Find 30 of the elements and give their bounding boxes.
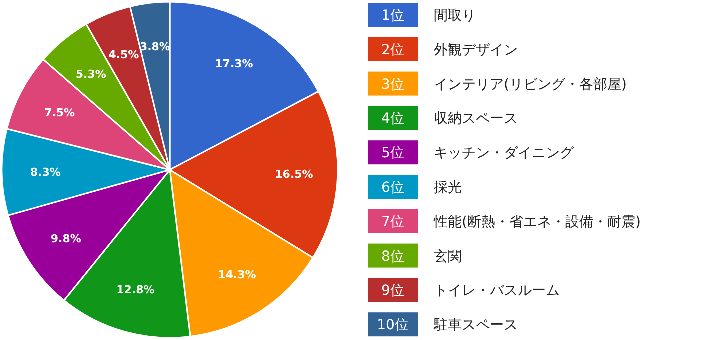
text: 3位 — [382, 76, 404, 93]
legend-label: 収納スペース — [434, 111, 518, 128]
legend-label: インテリア(リビング・各部屋) — [434, 76, 627, 93]
legend-label: トイレ・バスルーム — [434, 283, 560, 300]
text: 6位 — [382, 180, 404, 196]
legend-label: キッチン・ダイニング — [434, 146, 575, 162]
legend-label: 駐車スペース — [433, 318, 518, 334]
data-label: 3.8% — [140, 40, 170, 54]
text: 10位 — [377, 318, 409, 334]
legend-label: 性能(断熱・省エネ・設備・耐震) — [433, 214, 641, 230]
legend-label: 外観デザイン — [434, 42, 518, 58]
data-label: 5.3% — [76, 68, 106, 81]
text: 9位 — [382, 283, 404, 300]
data-label: 8.3% — [30, 166, 61, 179]
legend-label: 間取り — [434, 8, 476, 24]
text: 4位 — [382, 111, 404, 128]
data-label: 9.8% — [50, 232, 82, 246]
text: 7位 — [382, 214, 404, 230]
text: 2位 — [382, 42, 404, 58]
data-label: 14.3% — [218, 268, 256, 282]
legend-label: 採光 — [434, 180, 462, 196]
text: 1位 — [382, 8, 404, 24]
data-label: 4.5% — [108, 48, 140, 62]
data-label: 17.3% — [215, 58, 254, 71]
text: 8位 — [382, 248, 404, 265]
data-label: 16.5% — [275, 168, 314, 182]
data-label: 12.8% — [116, 284, 155, 296]
data-label: 7.5% — [44, 106, 76, 120]
text: 5位 — [382, 146, 404, 162]
legend-label: 玄関 — [434, 248, 462, 265]
